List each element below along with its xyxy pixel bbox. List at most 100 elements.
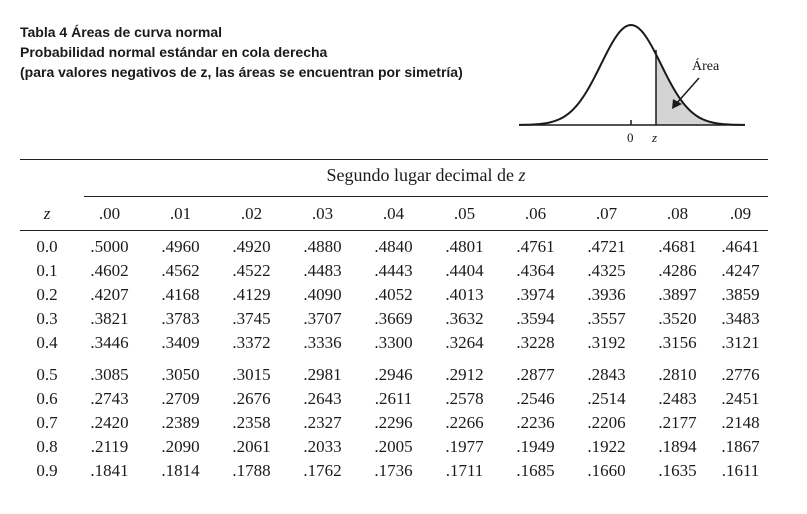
table-row: 0.5 .3085 .3050 .3015 .2981 .2946 .2912 .2877 .2… — [20, 355, 768, 387]
probability-cell: .2420 — [90, 413, 129, 432]
probability-cell: .1685 — [516, 461, 555, 480]
area-arrow-shaft — [675, 77, 700, 105]
column-header: .04 — [382, 204, 405, 223]
column-header: .01 — [169, 204, 192, 223]
probability-cell: .2177 — [658, 413, 697, 432]
area-label: Área — [692, 57, 720, 74]
probability-cell: .3300 — [374, 333, 413, 352]
probability-cell: .3859 — [721, 285, 760, 304]
table-body: 0.0 .5000 .4960 .4920 .4880 .4840 .4801 .4761 .4… — [20, 227, 768, 483]
probability-cell: .1635 — [658, 461, 697, 480]
column-header-rule — [20, 230, 768, 231]
probability-cell: .3821 — [90, 309, 129, 328]
caption-note: (para valores negativos de z, las áreas … — [20, 64, 463, 80]
probability-cell: .4443 — [374, 261, 413, 280]
z-column-header: z — [43, 204, 51, 223]
table-row: 0.8 .2119 .2090 .2061 .2033 .2005 .1977 .1949 .1… — [20, 435, 768, 459]
probability-cell: .3372 — [232, 333, 271, 352]
probability-cell: .2843 — [587, 365, 626, 384]
probability-cell: .3594 — [516, 309, 555, 328]
z-value-cell: 0.9 — [36, 461, 58, 480]
probability-cell: .2877 — [516, 365, 555, 384]
column-header: .03 — [311, 204, 334, 223]
probability-cell: .3669 — [374, 309, 413, 328]
probability-cell: .4207 — [90, 285, 129, 304]
probability-cell: .1867 — [721, 437, 760, 456]
probability-cell: .2236 — [516, 413, 555, 432]
probability-cell: .2033 — [303, 437, 342, 456]
probability-cell: .3897 — [658, 285, 697, 304]
probability-cell: .2514 — [587, 389, 626, 408]
z-table: z .00 .01 .02 .03 .04 .05 .06 .07 .08 .09 0.0 .500… — [20, 200, 768, 483]
probability-cell: .4090 — [303, 285, 342, 304]
caption-title: Tabla 4 Áreas de curva normal — [20, 24, 223, 40]
zero-label: 0 — [627, 130, 634, 145]
probability-cell: .3632 — [445, 309, 484, 328]
probability-cell: .2546 — [516, 389, 555, 408]
probability-cell: .3228 — [516, 333, 555, 352]
probability-cell: .2327 — [303, 413, 342, 432]
z-value-cell: 0.6 — [36, 389, 58, 408]
probability-cell: .4325 — [587, 261, 626, 280]
probability-cell: .5000 — [90, 237, 129, 256]
z-value-cell: 0.2 — [36, 285, 58, 304]
probability-cell: .4247 — [721, 261, 760, 280]
table-row: 0.4 .3446 .3409 .3372 .3336 .3300 .3264 .3228 .3… — [20, 331, 768, 355]
table-caption: Tabla 4 Áreas de curva normal Probabilid… — [20, 22, 463, 82]
area-arrow-head — [672, 99, 682, 109]
probability-cell: .3974 — [516, 285, 555, 304]
probability-cell: .1711 — [445, 461, 484, 480]
probability-cell: .3050 — [161, 365, 200, 384]
probability-cell: .2266 — [445, 413, 484, 432]
column-header: .05 — [453, 204, 476, 223]
probability-cell: .3783 — [161, 309, 200, 328]
probability-cell: .4364 — [516, 261, 555, 280]
shaded-tail-area — [656, 54, 743, 126]
column-header: .07 — [595, 204, 618, 223]
probability-cell: .2643 — [303, 389, 342, 408]
probability-cell: .2296 — [374, 413, 413, 432]
probability-cell: .2090 — [161, 437, 200, 456]
probability-cell: .2981 — [303, 365, 342, 384]
probability-cell: .1949 — [516, 437, 555, 456]
probability-cell: .2061 — [232, 437, 271, 456]
table-row: 0.0 .5000 .4960 .4920 .4880 .4840 .4801 .4761 .4… — [20, 227, 768, 259]
probability-cell: .4129 — [232, 285, 271, 304]
z-label: z — [651, 130, 657, 145]
column-header: .08 — [666, 204, 689, 223]
probability-cell: .4681 — [658, 237, 697, 256]
table-row: 0.9 .1841 .1814 .1788 .1762 .1736 .1711 .1685 .1… — [20, 459, 768, 483]
z-value-cell: 0.0 — [36, 237, 58, 256]
probability-cell: .2206 — [587, 413, 626, 432]
probability-cell: .3264 — [445, 333, 484, 352]
probability-cell: .2005 — [374, 437, 413, 456]
probability-cell: .4052 — [374, 285, 413, 304]
probability-cell: .4522 — [232, 261, 271, 280]
probability-cell: .3483 — [721, 309, 760, 328]
probability-cell: .3336 — [303, 333, 342, 352]
z-value-cell: 0.5 — [36, 365, 58, 384]
probability-cell: .2483 — [658, 389, 697, 408]
probability-cell: .4801 — [445, 237, 484, 256]
probability-cell: .1814 — [161, 461, 200, 480]
probability-cell: .4404 — [445, 261, 484, 280]
probability-cell: .1977 — [445, 437, 484, 456]
probability-cell: .3446 — [90, 333, 129, 352]
probability-cell: .3121 — [721, 333, 760, 352]
table-row: 0.6 .2743 .2709 .2676 .2643 .2611 .2578 .2546 .2… — [20, 387, 768, 411]
table-row: 0.2 .4207 .4168 .4129 .4090 .4052 .4013 .3974 .3… — [20, 283, 768, 307]
probability-cell: .1611 — [721, 461, 760, 480]
column-header: .06 — [524, 204, 547, 223]
probability-cell: .4761 — [516, 237, 555, 256]
probability-cell: .1660 — [587, 461, 626, 480]
z-value-cell: 0.4 — [36, 333, 58, 352]
probability-cell: .2810 — [658, 365, 697, 384]
table-row: 0.3 .3821 .3783 .3745 .3707 .3669 .3632 .3594 .3… — [20, 307, 768, 331]
probability-cell: .4920 — [232, 237, 271, 256]
probability-cell: .2912 — [445, 365, 484, 384]
probability-cell: .4880 — [303, 237, 342, 256]
probability-cell: .4483 — [303, 261, 342, 280]
probability-cell: .4286 — [658, 261, 697, 280]
spanner-variable: z — [518, 165, 526, 185]
probability-cell: .1841 — [90, 461, 129, 480]
